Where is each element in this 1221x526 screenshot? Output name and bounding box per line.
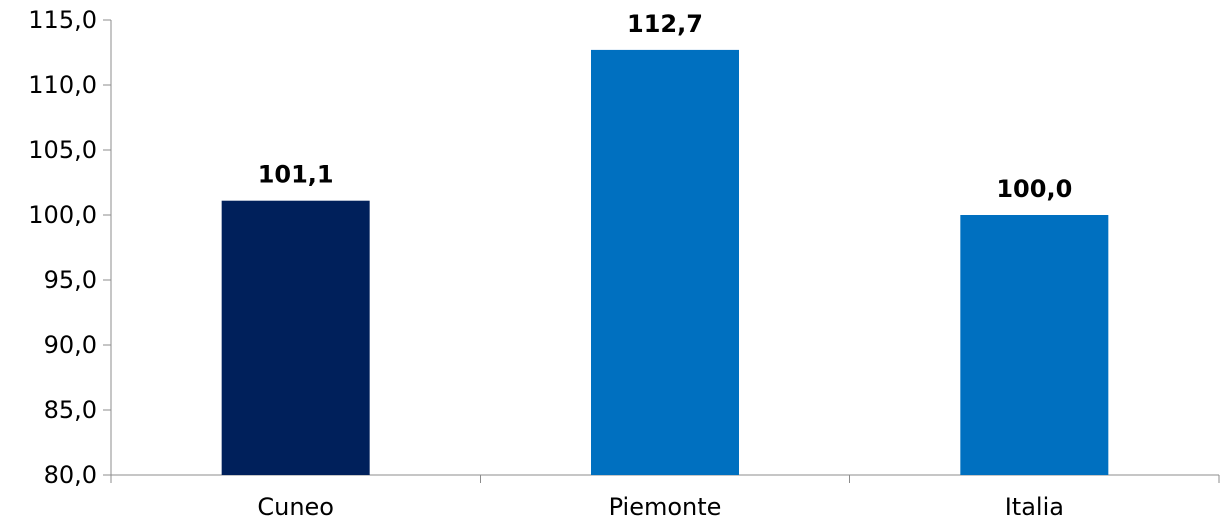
y-tick-label: 115,0 xyxy=(28,6,97,34)
x-axis: Cuneo Piemonte Italia xyxy=(110,474,1220,521)
x-tick-label: Piemonte xyxy=(609,493,722,521)
x-tick-label: Cuneo xyxy=(257,493,334,521)
bar-value-label: 112,7 xyxy=(627,10,703,38)
y-tick-label: 100,0 xyxy=(28,201,97,229)
x-tick-label: Italia xyxy=(1005,493,1064,521)
y-tick-label: 105,0 xyxy=(28,136,97,164)
y-tick-label: 95,0 xyxy=(44,266,97,294)
bar-italia xyxy=(960,215,1109,475)
bar-piemonte xyxy=(591,49,739,476)
bar-cuneo xyxy=(221,200,370,475)
bar-value-label: 101,1 xyxy=(258,161,334,189)
bar-value-label: 100,0 xyxy=(996,175,1072,203)
bars xyxy=(221,49,1109,476)
data-labels: 101,1 112,7 100,0 xyxy=(258,10,1073,203)
y-tick-label: 110,0 xyxy=(28,71,97,99)
y-tick-label: 90,0 xyxy=(44,331,97,359)
y-tick-label: 85,0 xyxy=(44,396,97,424)
y-axis: 80,0 85,0 90,0 95,0 100,0 105,0 110,0 115,0 xyxy=(28,6,112,489)
y-tick-label: 80,0 xyxy=(44,461,97,489)
